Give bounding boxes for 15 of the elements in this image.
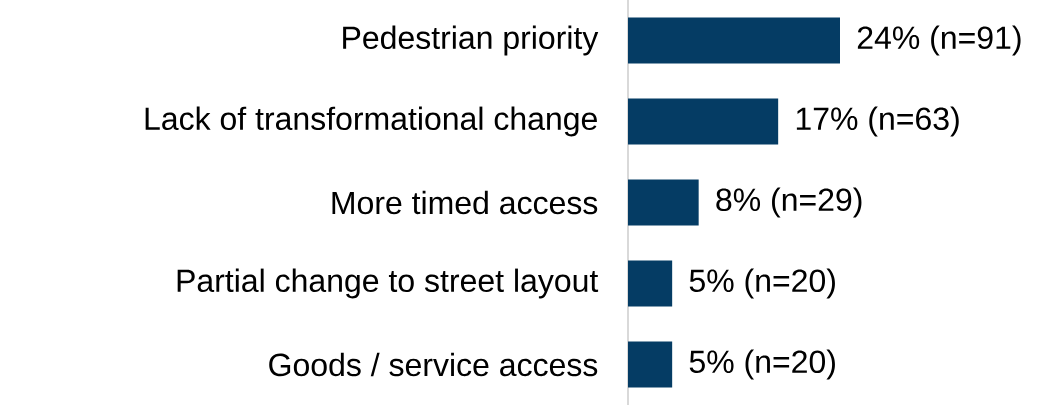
- bar: [628, 17, 840, 64]
- data-label: 24% (n=91): [857, 25, 1021, 56]
- y-tick-label: Partial change to street layout: [177, 268, 599, 299]
- y-tick-label: Lack of transformational change: [145, 106, 597, 137]
- data-label: 5% (n=20): [689, 268, 835, 299]
- bar: [628, 179, 699, 226]
- bar: [628, 98, 779, 145]
- data-label: 17% (n=63): [796, 106, 959, 137]
- y-tick-label: More timed access: [332, 190, 598, 215]
- data-label: 5% (n=20): [689, 349, 835, 380]
- bar: [628, 341, 673, 388]
- data-label: 8% (n=29): [716, 187, 862, 218]
- y-tick-label: Pedestrian priority: [343, 25, 599, 56]
- y-tick-label: Goods / service access: [269, 352, 598, 377]
- bar: [628, 260, 673, 307]
